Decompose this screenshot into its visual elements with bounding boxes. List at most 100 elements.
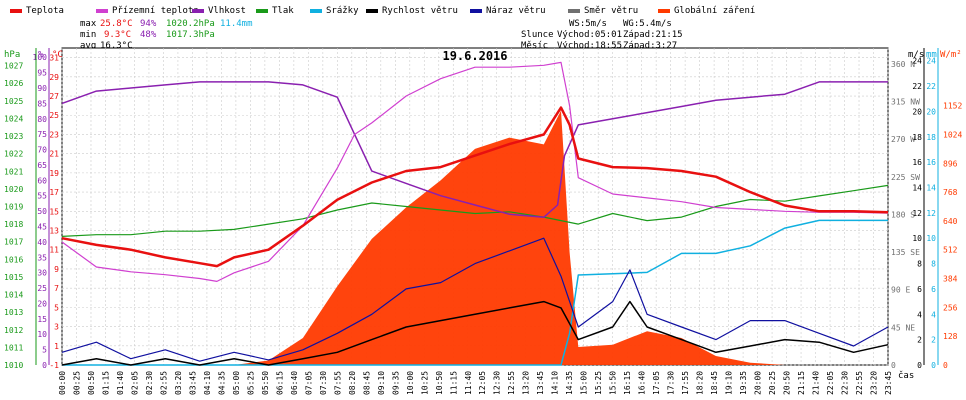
tick-label-time: 15:00 — [580, 371, 589, 395]
tick-label-temperature: 25 — [49, 111, 59, 120]
tick-label-time: 05:50 — [261, 371, 270, 395]
legend-swatch — [310, 9, 322, 13]
tick-label-time: 20:00 — [754, 371, 763, 395]
legend-swatch — [256, 9, 268, 13]
tick-label-time: 20:25 — [768, 371, 777, 395]
axes: hPa% °C1010101110121013101410151016101710… — [4, 47, 962, 395]
series-rain — [62, 219, 888, 366]
tick-label-time: 17:05 — [652, 371, 661, 395]
tick-label-time: 10:00 — [406, 371, 415, 395]
tick-label-pressure: 1021 — [4, 167, 23, 176]
tick-label-wind: 20 — [912, 107, 922, 116]
series-pressure — [61, 184, 889, 237]
tick-label-humidity: 65 — [37, 161, 47, 170]
tick-label-humidity: 40 — [37, 238, 47, 247]
tick-label-pressure: 1025 — [4, 97, 23, 106]
series-temperature — [61, 106, 889, 268]
tick-label-pressure: 1010 — [4, 361, 23, 370]
tick-label-rain: 14 — [926, 183, 936, 192]
tick-label-humidity: 55 — [37, 192, 47, 201]
tick-label-rain: 12 — [926, 209, 936, 218]
series-wind-gust — [61, 237, 889, 362]
moon-label: Měsíc — [521, 41, 548, 51]
tick-label-rain: 10 — [926, 234, 936, 243]
legend-swatch — [192, 9, 204, 13]
tick-label-rain: 6 — [931, 285, 936, 294]
tick-label-wind: 18 — [912, 133, 922, 142]
tick-label-wind: 14 — [912, 183, 922, 192]
tick-label-wind: 22 — [912, 82, 922, 91]
tick-label-direction: 315 NW — [891, 97, 920, 106]
series-radiation — [62, 110, 888, 365]
tick-label-pressure: 1024 — [4, 114, 23, 123]
tick-label-time: 12:05 — [478, 371, 487, 395]
stat-value: avg — [80, 41, 96, 51]
tick-label-radiation: 768 — [943, 188, 958, 197]
tick-label-time: 22:55 — [855, 371, 864, 395]
tick-label-direction: 270 W — [891, 135, 915, 144]
tick-label-wind: 16 — [912, 158, 922, 167]
axis-unit-hpa: hPa — [4, 50, 20, 60]
tick-label-humidity: 70 — [37, 146, 47, 155]
tick-label-wind: 10 — [912, 234, 922, 243]
tick-label-time: 00:00 — [58, 371, 67, 395]
tick-label-time: 18:45 — [710, 371, 719, 395]
tick-label-wind: 4 — [917, 310, 922, 319]
tick-label-humidity: 0 — [42, 361, 47, 370]
tick-label-temperature: 1 — [54, 342, 59, 351]
legend-entry: Tlak — [272, 6, 294, 16]
tick-label-temperature: 13 — [49, 227, 59, 236]
tick-label-humidity: 25 — [37, 284, 47, 293]
stat-value: max — [80, 19, 97, 29]
axis-unit-time: čas — [898, 370, 914, 381]
tick-label-humidity: 85 — [37, 99, 47, 108]
legend-entry: Směr větru — [584, 6, 638, 16]
tick-label-time: 10:25 — [420, 371, 429, 395]
tick-label-time: 08:20 — [348, 371, 357, 395]
tick-label-pressure: 1020 — [4, 185, 23, 194]
legend-swatch — [96, 9, 108, 13]
chart-title: 19.6.2016 — [442, 49, 507, 63]
tick-label-time: 23:20 — [870, 371, 879, 395]
tick-label-direction: 45 NE — [891, 323, 915, 332]
tick-label-radiation: 896 — [943, 159, 958, 168]
tick-label-humidity: 60 — [37, 176, 47, 185]
sunset-time: Západ:21:15 — [623, 30, 683, 40]
series-wind-speed — [61, 300, 889, 366]
tick-label-pressure: 1014 — [4, 291, 23, 300]
tick-label-humidity: 75 — [37, 130, 47, 139]
tick-label-wind: 0 — [917, 361, 922, 370]
tick-label-radiation: 640 — [943, 217, 958, 226]
tick-label-pressure: 1018 — [4, 220, 23, 229]
tick-label-pressure: 1017 — [4, 238, 23, 247]
tick-label-time: 12:55 — [507, 371, 516, 395]
tick-label-direction: 0 — [891, 361, 896, 370]
tick-label-time: 10:50 — [435, 371, 444, 395]
legend-swatch — [366, 9, 378, 13]
tick-label-time: 02:55 — [159, 371, 168, 395]
tick-label-time: 19:10 — [725, 371, 734, 395]
tick-label-temperature: 19 — [49, 169, 59, 178]
axis-unit-degc: °C — [52, 50, 63, 60]
legend-entry: Teplota — [26, 6, 64, 16]
axis-unit-mm: mm — [926, 50, 937, 60]
tick-label-humidity: 15 — [37, 315, 47, 324]
tick-label-rain: 8 — [931, 260, 936, 269]
tick-label-time: 13:45 — [536, 371, 545, 395]
tick-label-radiation: 512 — [943, 246, 958, 255]
tick-label-pressure: 1023 — [4, 132, 23, 141]
axis-unit-ms: m/s — [908, 50, 924, 60]
tick-label-time: 14:35 — [565, 371, 574, 395]
tick-label-pressure: 1019 — [4, 203, 23, 212]
tick-label-time: 01:40 — [116, 371, 125, 395]
tick-label-temperature: 7 — [54, 284, 59, 293]
legend-entry: Náraz větru — [486, 6, 546, 16]
tick-label-pressure: 1022 — [4, 150, 23, 159]
wind-speed-stat: WS:5m/s — [569, 19, 607, 29]
tick-label-radiation: 1152 — [943, 102, 962, 111]
legend-entry: Srážky — [326, 6, 359, 16]
tick-label-direction: 90 E — [891, 286, 910, 295]
axis-unit-wm2: W/m² — [940, 50, 962, 60]
tick-label-rain: 16 — [926, 158, 936, 167]
plot-area: 19.6.2016 — [61, 49, 889, 366]
